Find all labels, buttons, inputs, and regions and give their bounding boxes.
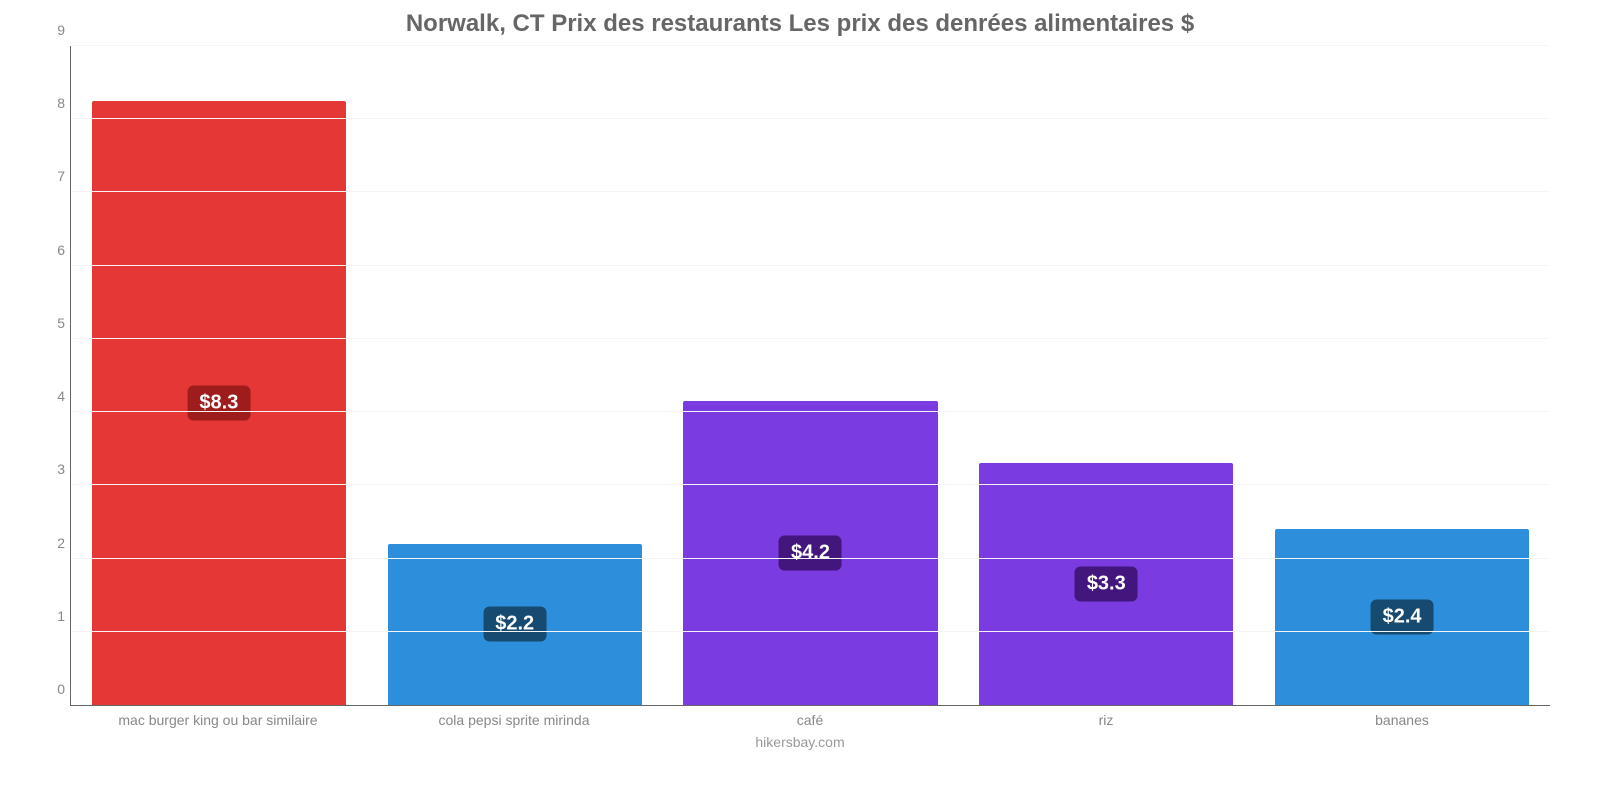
gridline (71, 265, 1550, 266)
gridline (71, 411, 1550, 412)
y-tick-label: 7 (41, 168, 65, 184)
bar: $2.2 (388, 544, 642, 705)
bar-slot: $8.3 (71, 46, 367, 705)
bar: $4.2 (683, 401, 937, 705)
value-badge: $3.3 (1075, 567, 1138, 602)
price-bar-chart: Norwalk, CT Prix des restaurants Les pri… (0, 0, 1600, 800)
y-tick-label: 1 (41, 608, 65, 624)
plot-area: $8.3$2.2$4.2$3.3$2.4 0123456789 (70, 46, 1550, 706)
bar: $3.3 (979, 463, 1233, 705)
bars-container: $8.3 $2.2 $4.2 $3.3 $2.4 (71, 46, 1550, 705)
gridline (71, 631, 1550, 632)
bar: $2.4 (1275, 529, 1529, 705)
value-badge: $8.3 (187, 385, 250, 420)
x-tick-label: riz (958, 712, 1254, 728)
y-tick-label: 8 (41, 95, 65, 111)
chart-title: Norwalk, CT Prix des restaurants Les pri… (30, 10, 1570, 38)
gridline (71, 191, 1550, 192)
x-tick-label: café (662, 712, 958, 728)
x-axis-labels: mac burger king ou bar similairecola pep… (70, 712, 1550, 728)
gridline (71, 118, 1550, 119)
bar-slot: $2.4 (1254, 46, 1550, 705)
x-tick-label: cola pepsi sprite mirinda (366, 712, 662, 728)
x-tick-label: mac burger king ou bar similaire (70, 712, 366, 728)
y-tick-label: 2 (41, 535, 65, 551)
y-tick-label: 5 (41, 315, 65, 331)
bar-slot: $2.2 (367, 46, 663, 705)
y-tick-label: 6 (41, 242, 65, 258)
x-tick-label: bananes (1254, 712, 1550, 728)
y-tick-label: 0 (41, 681, 65, 697)
y-tick-label: 9 (41, 22, 65, 38)
y-tick-label: 4 (41, 388, 65, 404)
gridline (71, 45, 1550, 46)
value-badge: $2.2 (483, 607, 546, 642)
chart-source: hikersbay.com (30, 734, 1570, 750)
gridline (71, 338, 1550, 339)
gridline (71, 484, 1550, 485)
value-badge: $2.4 (1371, 600, 1434, 635)
bar-slot: $3.3 (958, 46, 1254, 705)
value-badge: $4.2 (779, 536, 842, 571)
gridline (71, 558, 1550, 559)
bar-slot: $4.2 (663, 46, 959, 705)
y-tick-label: 3 (41, 461, 65, 477)
